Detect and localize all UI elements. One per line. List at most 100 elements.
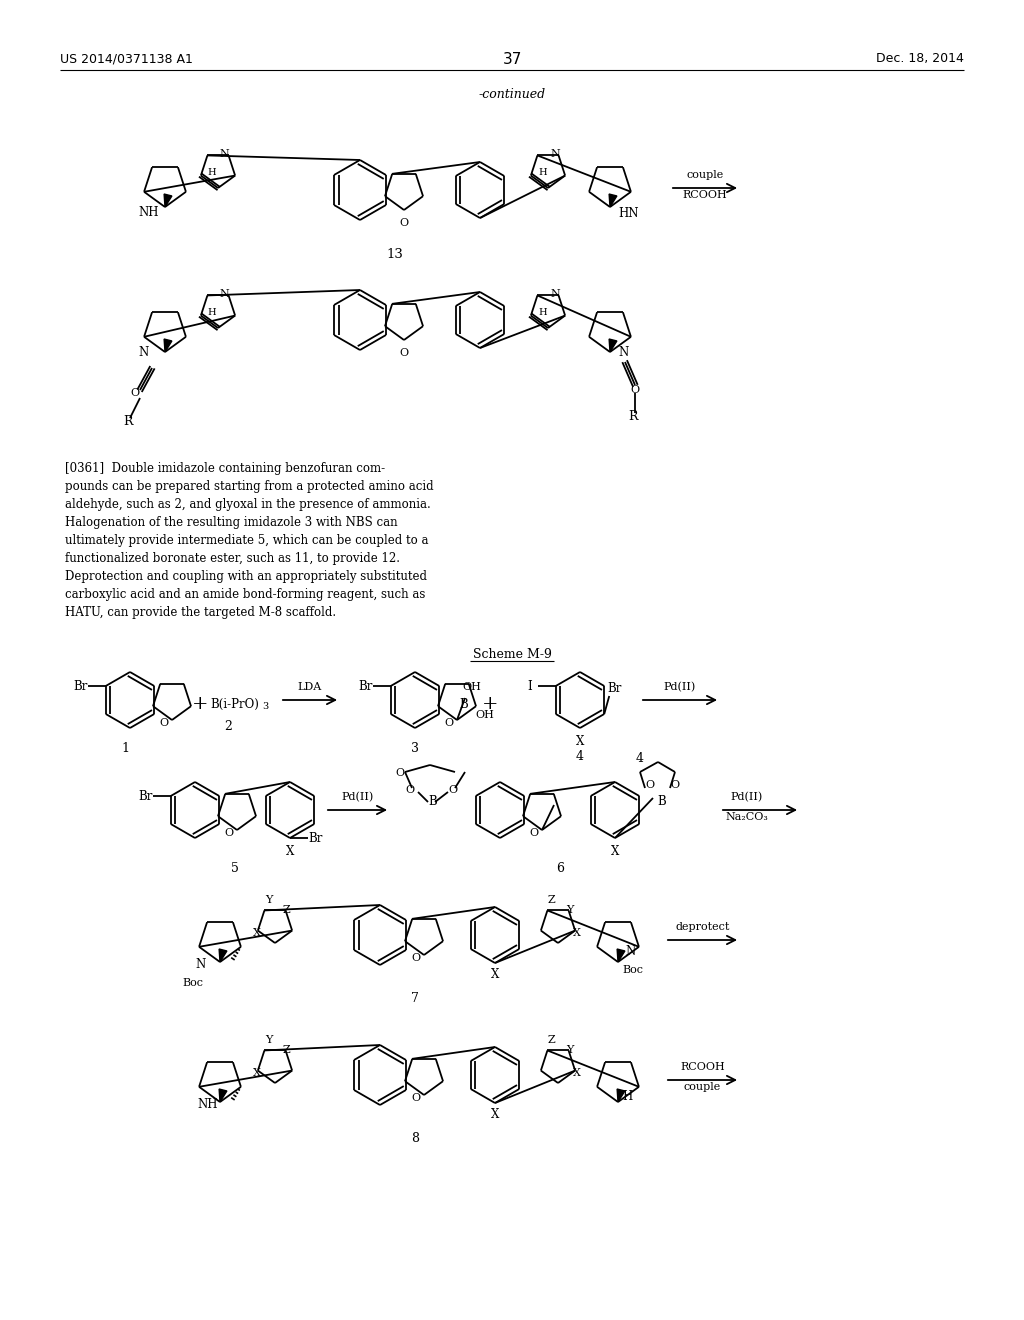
Text: O: O [412,1093,421,1104]
Text: B: B [657,795,666,808]
Text: Boc: Boc [622,965,643,975]
Text: X: X [253,1068,261,1078]
Polygon shape [164,194,172,207]
Text: N: N [625,945,635,958]
Text: B(i-PrO): B(i-PrO) [210,698,259,711]
Text: O: O [449,785,457,795]
Text: Z: Z [548,895,556,906]
Text: Na₂CO₃: Na₂CO₃ [725,812,768,822]
Text: H: H [622,1090,632,1104]
Text: X: X [490,968,500,981]
Text: -continued: -continued [478,88,546,102]
Text: N: N [138,346,148,359]
Text: N: N [550,149,560,158]
Text: H: H [539,308,547,317]
Text: Br: Br [308,832,323,845]
Text: 6: 6 [556,862,564,875]
Text: N: N [618,346,629,359]
Text: US 2014/0371138 A1: US 2014/0371138 A1 [60,51,193,65]
Polygon shape [617,1089,625,1102]
Text: Y: Y [566,906,573,915]
Text: 37: 37 [503,51,521,67]
Text: N: N [219,149,229,158]
Text: H: H [539,168,547,177]
Polygon shape [609,339,616,352]
Text: O: O [224,828,233,838]
Text: Br: Br [138,789,154,803]
Text: deprotect: deprotect [675,921,730,932]
Text: 4: 4 [575,750,584,763]
Text: O: O [645,780,654,789]
Polygon shape [609,194,616,207]
Text: O: O [444,718,454,729]
Text: [0361]  Double imidazole containing benzofuran com-
pounds can be prepared start: [0361] Double imidazole containing benzo… [65,462,433,619]
Text: O: O [412,953,421,964]
Text: 13: 13 [387,248,403,261]
Text: 2: 2 [224,719,232,733]
Text: N: N [219,289,229,300]
Text: couple: couple [684,1082,721,1092]
Text: N: N [550,289,560,300]
Text: +: + [191,696,208,713]
Text: X: X [286,845,294,858]
Text: I: I [527,680,532,693]
Text: NH: NH [138,206,159,219]
Text: X: X [575,735,585,748]
Text: R: R [628,411,638,422]
Text: O: O [406,785,414,795]
Text: OH: OH [475,710,494,719]
Text: Y: Y [566,1045,573,1055]
Text: Y: Y [265,895,272,906]
Text: Boc: Boc [182,978,203,987]
Text: O: O [160,718,169,729]
Polygon shape [164,339,172,352]
Text: Scheme M-9: Scheme M-9 [472,648,552,661]
Text: RCOOH: RCOOH [680,1063,725,1072]
Text: O: O [130,388,139,399]
Text: N: N [195,958,205,972]
Text: LDA: LDA [298,682,323,692]
Text: Br: Br [358,680,373,693]
Text: Z: Z [283,1045,291,1055]
Polygon shape [219,1089,227,1102]
Polygon shape [219,949,227,962]
Polygon shape [617,949,625,962]
Text: X: X [611,845,620,858]
Text: +: + [481,696,499,713]
Text: 8: 8 [411,1133,419,1144]
Text: Pd(II): Pd(II) [730,792,762,803]
Text: 7: 7 [411,993,419,1005]
Text: Dec. 18, 2014: Dec. 18, 2014 [877,51,964,65]
Text: Br: Br [607,682,622,696]
Text: X: X [253,928,261,939]
Text: O: O [395,768,404,777]
Text: 1: 1 [121,742,129,755]
Text: HN: HN [618,207,639,220]
Text: RCOOH: RCOOH [683,190,727,201]
Text: X: X [490,1107,500,1121]
Text: couple: couple [686,170,724,180]
Text: B: B [459,698,468,711]
Text: Br: Br [74,680,88,693]
Text: B: B [428,795,437,808]
Text: O: O [529,828,539,838]
Text: Y: Y [265,1035,272,1045]
Text: H: H [208,168,216,177]
Text: 4: 4 [636,752,644,766]
Text: R: R [123,414,132,428]
Text: Z: Z [548,1035,556,1045]
Text: X: X [573,1068,581,1078]
Text: 3: 3 [411,742,419,755]
Text: 3: 3 [262,702,268,711]
Text: O: O [399,348,409,358]
Text: Pd(II): Pd(II) [664,681,696,692]
Text: NH: NH [197,1098,217,1111]
Text: OH: OH [462,682,481,692]
Text: H: H [208,308,216,317]
Text: O: O [630,385,639,395]
Text: Pd(II): Pd(II) [341,792,374,803]
Text: O: O [670,780,679,789]
Text: Z: Z [283,906,291,915]
Text: O: O [399,218,409,228]
Text: X: X [573,928,581,939]
